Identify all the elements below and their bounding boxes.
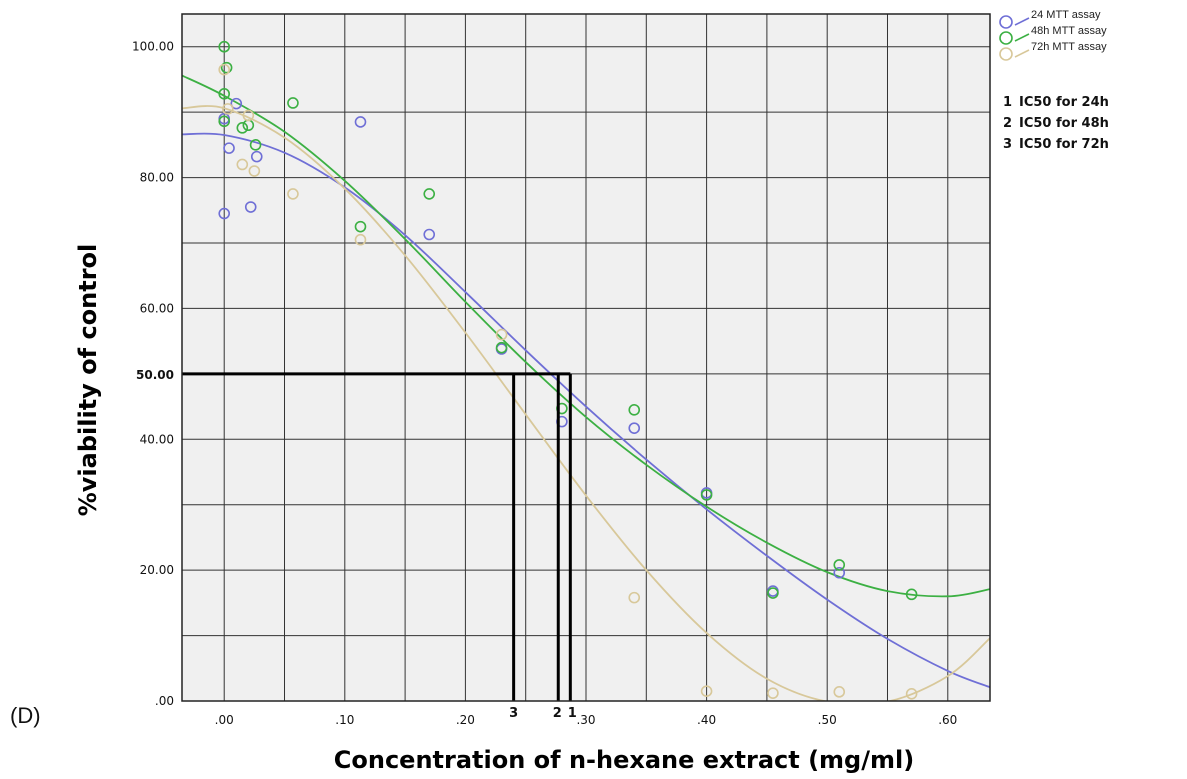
legend-label: 24 MTT assay [1031, 9, 1101, 21]
ic50-legend-label: IC50 for 48h [1019, 116, 1109, 131]
legend-item: 24 MTT assay [999, 9, 1101, 29]
data-point [767, 587, 779, 599]
data-point [354, 116, 367, 128]
data-point [248, 165, 261, 177]
legend-marker [999, 15, 1013, 29]
data-point [905, 588, 918, 601]
ic50-legend-number: 1 [1003, 95, 1012, 110]
ic50-legend-number: 3 [1003, 137, 1012, 152]
legend-line [1014, 33, 1030, 42]
data-point [218, 207, 231, 220]
data-point [249, 139, 262, 151]
ic50-legend-item: 3 IC50 for 72h [1003, 137, 1109, 152]
grid-lines [182, 14, 990, 702]
data-point [833, 559, 846, 571]
y-tick-label: 40.00 [140, 432, 174, 446]
data-point [423, 228, 436, 241]
ic50-legend-label: IC50 for 24h [1019, 95, 1109, 110]
y-tick-label: 100.00 [132, 40, 174, 54]
data-point [250, 150, 263, 163]
data-point [236, 158, 249, 171]
data-point [230, 97, 243, 110]
ic50-legend-item: 2 IC50 for 48h [1003, 116, 1109, 131]
ic50-legend: 1 IC50 for 24h 2 IC50 for 48h 3 IC50 for 72h [1003, 95, 1109, 152]
ic50-marker-label: 3 [509, 706, 518, 721]
y-tick-label: 20.00 [140, 563, 174, 577]
fit-line [182, 105, 990, 701]
y-tick-label-ic50: 50.00 [136, 368, 174, 382]
x-tick-label: .40 [697, 713, 716, 727]
legend-item: 72h MTT assay [999, 41, 1107, 61]
fit-line [182, 132, 990, 689]
ic50-legend-number: 2 [1003, 116, 1012, 131]
data-point [223, 142, 235, 154]
data-point [833, 566, 846, 579]
x-tick-label: .60 [938, 713, 957, 727]
data-point [236, 122, 249, 134]
data-point [287, 97, 299, 109]
data-point [222, 103, 234, 115]
data-point [495, 341, 508, 354]
x-tick-label: .50 [818, 713, 837, 727]
data-point [905, 688, 918, 700]
panel-label: (D) [10, 703, 41, 728]
y-tick-labels: .00 20.00 40.00 60.00 80.00 100.00 50.00 [132, 40, 174, 708]
x-tick-label: .00 [215, 713, 234, 727]
data-point [354, 233, 367, 246]
fit-lines [182, 74, 990, 701]
data-point [767, 687, 779, 699]
x-tick-label: .30 [576, 713, 595, 727]
data-point [218, 88, 231, 100]
legend-line [1014, 17, 1030, 26]
legend-line [1014, 49, 1030, 58]
x-axis-title: Concentration of n-hexane extract (mg/ml… [334, 746, 914, 774]
x-tick-label: .10 [335, 713, 354, 727]
x-tick-labels: .00 .10 .20 .30 .40 .50 .60 [215, 713, 958, 727]
data-point [287, 188, 299, 200]
legend-label: 48h MTT assay [1031, 25, 1107, 37]
fit-line [182, 74, 990, 598]
data-points [218, 40, 918, 700]
y-tick-label: .00 [155, 694, 174, 708]
data-point [628, 404, 641, 416]
ic50-legend-label: IC50 for 72h [1019, 137, 1109, 152]
data-point [495, 328, 508, 341]
data-point [244, 201, 257, 213]
data-point [220, 61, 233, 74]
y-axis-title: %viability of control [74, 244, 102, 517]
legend-label: 72h MTT assay [1031, 41, 1107, 53]
data-point [700, 489, 713, 501]
data-point [628, 591, 641, 604]
legend-marker [999, 31, 1013, 45]
data-point [218, 63, 231, 76]
ic50-marker-label: 1 [568, 706, 577, 721]
data-point [242, 109, 255, 122]
ic50-marker-label: 2 [553, 706, 562, 721]
data-point [354, 220, 367, 233]
y-tick-label: 60.00 [140, 301, 174, 315]
data-point [218, 40, 231, 53]
data-point [628, 422, 641, 434]
data-point [700, 685, 713, 697]
legend-marker [999, 47, 1013, 61]
data-point [833, 686, 846, 698]
legend: 24 MTT assay 48h MTT assay 72h MTT assay [999, 9, 1107, 61]
data-point [423, 188, 436, 200]
y-tick-label: 80.00 [140, 171, 174, 185]
ic50-legend-item: 1 IC50 for 24h [1003, 95, 1109, 110]
x-tick-label: .20 [456, 713, 475, 727]
plot-border [181, 13, 991, 702]
legend-item: 48h MTT assay [999, 25, 1107, 45]
data-point [218, 115, 231, 128]
